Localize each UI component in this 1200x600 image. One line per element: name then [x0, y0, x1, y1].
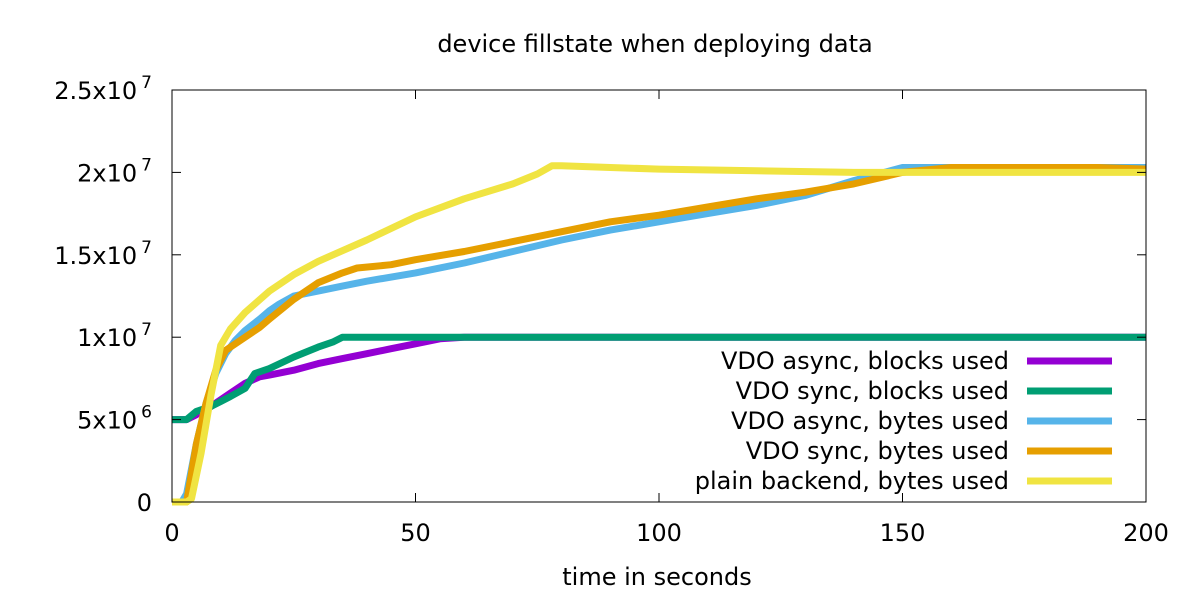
y-tick-label: 2x10 7: [77, 155, 152, 187]
x-tick-label: 50: [400, 519, 431, 547]
y-tick-label: 2.5x10 7: [54, 73, 152, 105]
series-layer: [172, 162, 1147, 506]
legend-label-5: plain backend, bytes used: [695, 467, 1009, 495]
y-tick-label: 1.5x10 7: [54, 238, 152, 270]
legend-label-2: VDO sync, blocks used: [736, 377, 1009, 405]
y-tick-label: 0: [137, 489, 152, 517]
legend-label-1: VDO async, blocks used: [721, 347, 1009, 375]
y-tick-label: 1x10 7: [77, 320, 152, 352]
y-tick-label: 5x10 6: [77, 403, 152, 435]
x-axis-label: time in seconds: [562, 563, 751, 591]
chart-title: device fillstate when deploying data: [437, 30, 872, 58]
x-tick-label: 100: [636, 519, 682, 547]
legend-label-3: VDO async, bytes used: [731, 407, 1009, 435]
x-tick-label: 0: [164, 519, 179, 547]
x-tick-label: 200: [1123, 519, 1169, 547]
x-tick-label: 150: [880, 519, 926, 547]
y-axis: 0 5x10 6 1x10 7 1.5x10 7 2x10 7 2.5x10 7: [54, 73, 1146, 517]
series-line-5: [172, 162, 1146, 506]
legend-label-4: VDO sync, bytes used: [746, 437, 1009, 465]
x-axis: 0 50 100 150 200: [164, 90, 1169, 547]
